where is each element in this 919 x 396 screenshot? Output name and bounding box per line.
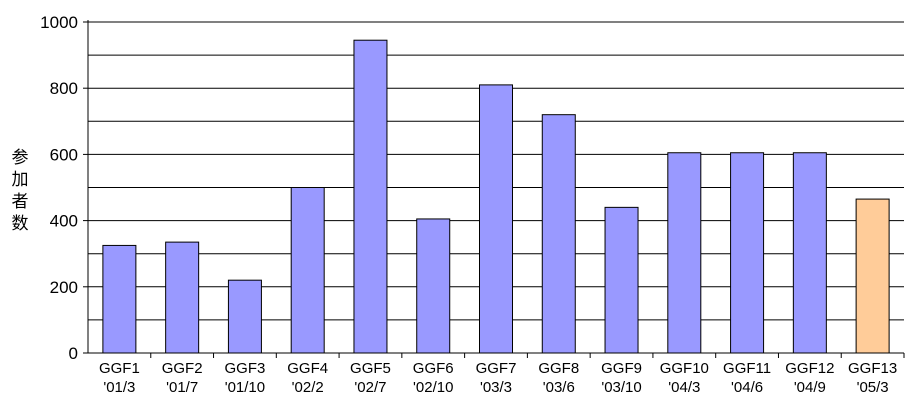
x-tick-label-date: '03/3 bbox=[480, 379, 512, 396]
x-tick-label-date: '02/10 bbox=[413, 379, 453, 396]
x-tick-labels: GGF1 '01/3 GGF2 '01/7 GGF3 '01/10 GGF4 '02/2 GGF… bbox=[99, 353, 905, 396]
x-tick-label: GGF9 bbox=[601, 360, 642, 377]
bar-ggf2 bbox=[165, 241, 200, 354]
bar-ggf4 bbox=[290, 187, 325, 354]
y-tick-label: 1000 bbox=[40, 13, 78, 32]
x-tick-label-date: '03/6 bbox=[543, 379, 575, 396]
y-tick-label: 400 bbox=[50, 212, 78, 231]
x-tick-label: GGF10 bbox=[660, 360, 709, 377]
y-axis-label-char: 者 bbox=[11, 192, 29, 212]
y-axis-label-char: 参 bbox=[11, 148, 29, 168]
x-tick-label: GGF13 bbox=[848, 360, 897, 377]
x-tick-label: GGF11 bbox=[723, 360, 771, 377]
x-tick-label: GGF3 bbox=[225, 360, 266, 377]
x-tick-label: GGF5 bbox=[350, 360, 391, 377]
bar-ggf9 bbox=[604, 206, 639, 354]
x-tick-label-date: '04/6 bbox=[731, 379, 763, 396]
bar-ggf5 bbox=[353, 39, 388, 354]
x-tick-label-date: '03/10 bbox=[601, 379, 641, 396]
x-tick-label: GGF6 bbox=[413, 360, 454, 377]
bar-ggf12 bbox=[792, 152, 827, 354]
x-tick-label: GGF4 bbox=[287, 360, 328, 377]
x-tick-label-date: '01/7 bbox=[166, 379, 198, 396]
x-tick-label: GGF7 bbox=[476, 360, 517, 377]
y-tick-label: 200 bbox=[50, 278, 78, 297]
bar-ggf7 bbox=[479, 84, 513, 354]
x-tick-label-date: '02/7 bbox=[354, 379, 386, 396]
y-tick-label: 800 bbox=[50, 79, 78, 98]
bar-ggf13 bbox=[855, 198, 890, 354]
bar-ggf8 bbox=[541, 114, 576, 354]
y-tick-labels: 0 200 400 600 800 1000 bbox=[40, 13, 88, 363]
bar-ggf11 bbox=[730, 152, 765, 354]
x-tick-label-date: '02/2 bbox=[292, 379, 324, 396]
x-tick-label-date: '04/9 bbox=[794, 379, 826, 396]
bar-ggf6 bbox=[416, 218, 451, 354]
x-tick-label: GGF2 bbox=[162, 360, 203, 377]
x-tick-label-date: '01/3 bbox=[103, 379, 135, 396]
x-tick-label-date: '01/10 bbox=[225, 379, 265, 396]
y-axis-label-char: 数 bbox=[11, 214, 29, 234]
bars bbox=[102, 39, 890, 354]
x-tick-label: GGF1 bbox=[99, 360, 140, 377]
y-tick-label: 600 bbox=[50, 145, 78, 164]
bar-ggf1 bbox=[102, 244, 137, 354]
x-tick-label-date: '04/3 bbox=[668, 379, 700, 396]
bar-ggf3 bbox=[227, 279, 262, 354]
x-tick-label: GGF12 bbox=[785, 360, 834, 377]
x-tick-label-date: '05/3 bbox=[857, 379, 889, 396]
x-tick-label: GGF8 bbox=[538, 360, 579, 377]
y-axis-label-char: 加 bbox=[11, 170, 29, 190]
bar-ggf10 bbox=[667, 152, 702, 354]
y-tick-label: 0 bbox=[69, 344, 78, 363]
